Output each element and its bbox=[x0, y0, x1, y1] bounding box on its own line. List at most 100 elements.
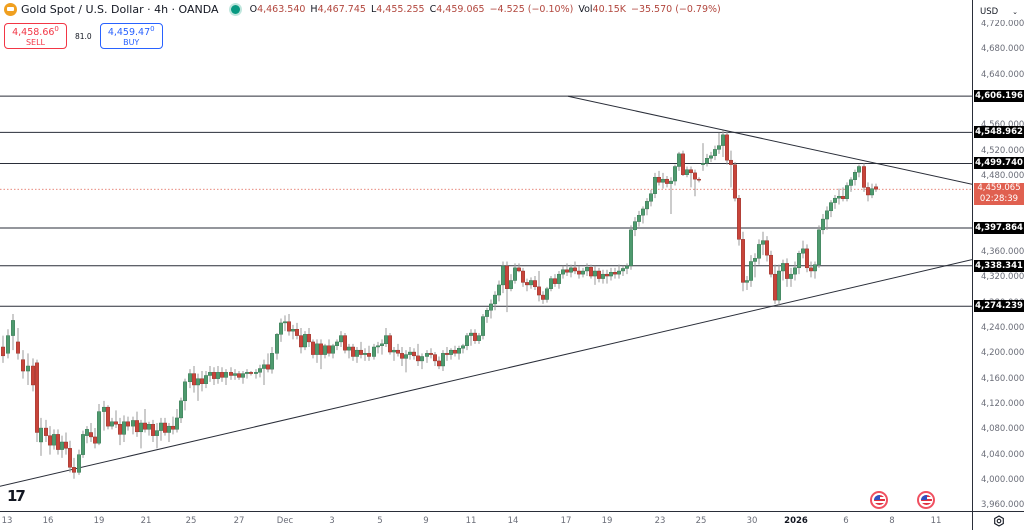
chevron-down-icon: ⌄ bbox=[1012, 8, 1018, 16]
candle-body bbox=[617, 270, 622, 275]
time-tick-label: 9 bbox=[423, 516, 429, 526]
time-tick-label: 11 bbox=[465, 516, 477, 526]
candle-body bbox=[396, 349, 401, 354]
candle-body bbox=[481, 316, 486, 336]
buy-button[interactable]: 4,459.470 BUY bbox=[99, 23, 163, 49]
candle-body bbox=[645, 201, 650, 210]
candle-body bbox=[80, 434, 85, 455]
candle-body bbox=[465, 335, 470, 346]
candle-body bbox=[813, 264, 818, 272]
price-axis[interactable]: 4,720.000 4,680.000 4,640.000 4,560.000 4,52… bbox=[972, 0, 1024, 511]
candle-body bbox=[142, 422, 147, 430]
candle-body bbox=[701, 163, 706, 165]
chart-settings-button[interactable] bbox=[972, 511, 1024, 530]
candle-body bbox=[307, 334, 312, 343]
price-tick-label: 4,080.000 bbox=[981, 424, 1024, 435]
candle-body bbox=[553, 278, 558, 284]
candle-body bbox=[299, 335, 304, 348]
candle-body bbox=[303, 334, 308, 348]
candle-body bbox=[489, 303, 494, 311]
candle-body bbox=[351, 346, 356, 357]
candle-body bbox=[445, 353, 450, 355]
candle-body bbox=[203, 375, 208, 384]
candle-body bbox=[270, 353, 275, 370]
candle-body bbox=[853, 172, 858, 180]
candle-body bbox=[549, 278, 554, 289]
us-event-flag-icon[interactable] bbox=[870, 491, 888, 509]
ohlc-high: H4,467.745 bbox=[310, 4, 366, 15]
sell-button[interactable]: 4,458.660 SELL bbox=[4, 23, 67, 49]
time-axis[interactable]: 13 16 19 21 25 27 Dec 3 5 9 11 14 17 19 23 25 30 2026 6 8 11 bbox=[0, 511, 972, 530]
candle-body bbox=[801, 248, 806, 254]
ohlc-open: O4,463.540 bbox=[249, 4, 306, 15]
candle-body bbox=[825, 210, 830, 220]
candle-body bbox=[39, 427, 44, 443]
us-event-flag-icon[interactable] bbox=[917, 491, 935, 509]
volume: Vol40.15K bbox=[578, 4, 626, 15]
trendline[interactable] bbox=[567, 95, 972, 185]
candle-body bbox=[327, 345, 332, 354]
time-tick-label: 13 bbox=[1, 516, 13, 526]
level-price-label: 4,606.196 bbox=[974, 90, 1024, 103]
time-tick-label: 14 bbox=[507, 516, 519, 526]
price-tick-label: 4,680.000 bbox=[981, 44, 1024, 55]
candle-body bbox=[833, 197, 838, 203]
candle-body bbox=[372, 346, 377, 357]
candle-body bbox=[661, 178, 666, 183]
candle-body bbox=[870, 188, 875, 196]
candle-body bbox=[709, 155, 714, 159]
candle-body bbox=[331, 345, 336, 354]
candle-body bbox=[182, 381, 187, 402]
candle-body bbox=[359, 349, 364, 355]
currency-select[interactable]: USD ⌄ bbox=[977, 4, 1021, 20]
candle-body bbox=[117, 424, 122, 435]
candle-body bbox=[509, 280, 514, 289]
candle-body bbox=[323, 345, 328, 355]
candle-body bbox=[725, 134, 730, 161]
price-tick-label: 4,040.000 bbox=[981, 449, 1024, 460]
chart-plot-area[interactable] bbox=[0, 0, 972, 511]
candle-body bbox=[146, 424, 151, 430]
candle-body bbox=[697, 178, 702, 181]
candle-body bbox=[283, 321, 288, 324]
candle-body bbox=[449, 349, 454, 355]
time-tick-label: 25 bbox=[695, 516, 707, 526]
price-tick-label: 4,240.000 bbox=[981, 322, 1024, 333]
candle-body bbox=[633, 221, 638, 231]
candle-body bbox=[581, 270, 586, 275]
trendline[interactable] bbox=[0, 259, 972, 487]
candle-body bbox=[793, 267, 798, 275]
candle-body bbox=[262, 364, 267, 369]
candle-body bbox=[429, 353, 434, 355]
candle-body bbox=[741, 239, 746, 283]
candle-body bbox=[433, 354, 438, 362]
candle-body bbox=[339, 335, 344, 343]
candle-body bbox=[199, 378, 204, 384]
candle-body bbox=[557, 273, 562, 284]
candle-body bbox=[721, 134, 726, 146]
candle-body bbox=[388, 335, 393, 353]
candle-body bbox=[862, 166, 867, 188]
time-tick-label: 19 bbox=[601, 516, 613, 526]
price-tick-label: 4,560.000 bbox=[981, 120, 1024, 130]
price-change: −4.525 (−0.10%) bbox=[489, 4, 574, 15]
candle-body bbox=[420, 356, 425, 362]
candle-body bbox=[761, 240, 766, 245]
candle-body bbox=[593, 270, 598, 277]
candle-body bbox=[749, 261, 754, 281]
gold-symbol-icon bbox=[4, 3, 17, 16]
candle-body bbox=[497, 284, 502, 296]
candle-body bbox=[367, 353, 372, 357]
candle-body bbox=[789, 273, 794, 279]
candle-body bbox=[805, 248, 810, 269]
candle-body bbox=[597, 270, 602, 279]
candle-body bbox=[625, 265, 630, 269]
candle-body bbox=[437, 360, 442, 367]
candle-body bbox=[195, 378, 200, 386]
trade-panel: 4,458.660 SELL 81.0 4,459.470 BUY bbox=[4, 23, 163, 49]
candle-body bbox=[279, 322, 284, 335]
symbol-title[interactable]: Gold Spot / U.S. Dollar · 4h · OANDA bbox=[21, 3, 219, 16]
price-tick-label: 4,720.000 bbox=[981, 19, 1024, 29]
candle-body bbox=[689, 169, 694, 174]
tradingview-logo[interactable]: 17 bbox=[7, 487, 26, 505]
